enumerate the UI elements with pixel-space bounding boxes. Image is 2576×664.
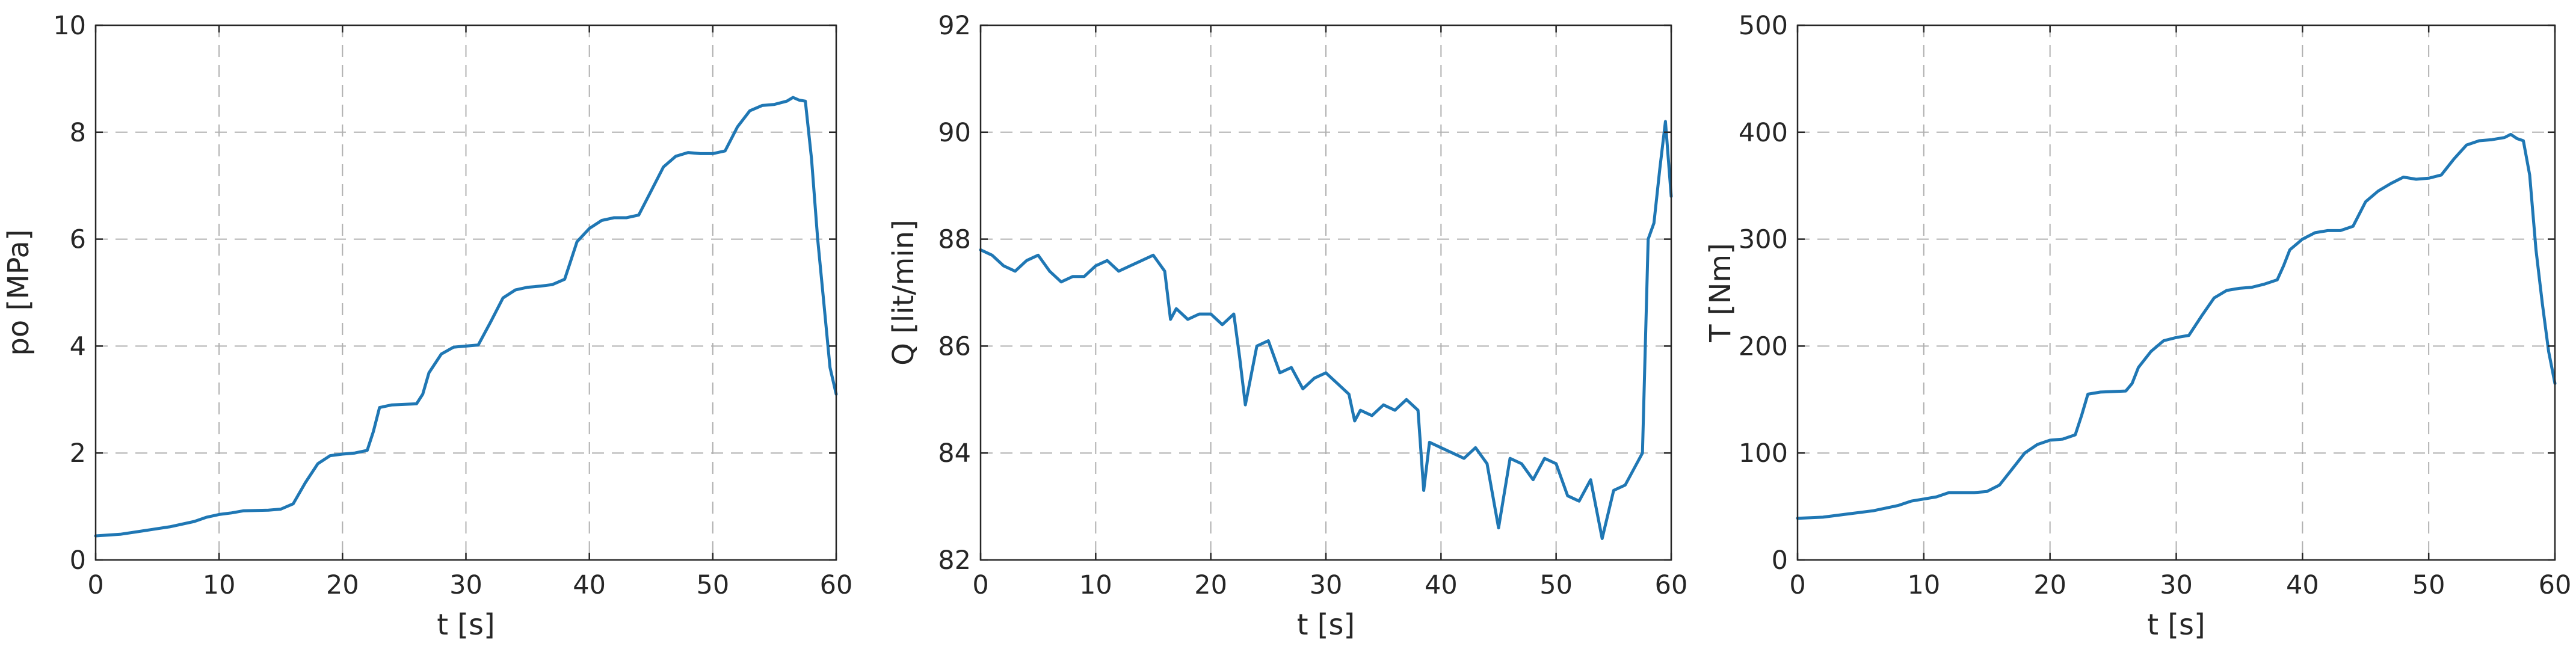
series-line-0: [94, 96, 838, 538]
x-tick-label: 0: [972, 570, 988, 600]
x-tick-label: 20: [2033, 570, 2066, 600]
x-axis-label: t [s]: [2147, 608, 2205, 642]
grid-lines: [96, 25, 836, 560]
y-tick-label: 86: [938, 331, 971, 361]
y-tick-label: 2: [70, 438, 86, 469]
y-tick-label: 400: [1739, 118, 1788, 148]
y-tick-label: 82: [938, 546, 971, 576]
chart-panel-pressure: 0 10 20 30 40 50 60 0 2 4 6 8 10 t [s] po [MPa]: [2, 11, 852, 642]
y-tick-label: 300: [1739, 225, 1788, 255]
x-tick-label: 60: [2539, 570, 2572, 600]
y-tick-label: 0: [1772, 546, 1788, 576]
y-tick-label: 88: [938, 225, 971, 255]
y-axis-label: Q [lit/min]: [887, 220, 920, 366]
grid-lines: [1798, 25, 2555, 560]
y-tick-label: 0: [70, 546, 86, 576]
y-tick-label: 200: [1739, 331, 1788, 361]
x-tick-label: 20: [1194, 570, 1227, 600]
y-tick-label: 4: [70, 331, 86, 361]
x-tick-label: 0: [87, 570, 103, 600]
x-tick-label: 50: [2412, 570, 2445, 600]
y-tick-label: 90: [938, 118, 971, 148]
x-tick-label: 30: [1310, 570, 1343, 600]
x-tick-label: 40: [1425, 570, 1458, 600]
series-line-0: [1796, 132, 2557, 520]
y-tick-label: 100: [1739, 438, 1788, 469]
y-tick-label: 6: [70, 225, 86, 255]
y-tick-label: 8: [70, 118, 86, 148]
grid-lines: [981, 25, 1671, 560]
series-line-0: [979, 120, 1673, 540]
x-tick-label: 60: [1655, 570, 1688, 600]
x-axis-label: t [s]: [1297, 608, 1355, 642]
y-axis-label: po [MPa]: [2, 229, 35, 355]
x-tick-label: 30: [2160, 570, 2193, 600]
x-tick-label: 50: [1539, 570, 1573, 600]
x-tick-label: 10: [203, 570, 236, 600]
x-axis-label: t [s]: [437, 608, 495, 642]
y-tick-label: 84: [938, 438, 971, 469]
x-tick-label: 10: [1907, 570, 1940, 600]
x-tick-label: 10: [1079, 570, 1112, 600]
x-tick-label: 50: [696, 570, 729, 600]
x-tick-label: 40: [573, 570, 606, 600]
x-tick-label: 40: [2286, 570, 2319, 600]
x-tick-label: 30: [449, 570, 482, 600]
x-tick-label: 20: [326, 570, 359, 600]
y-axis-label: T [Nm]: [1704, 243, 1737, 343]
x-tick-label: 0: [1789, 570, 1805, 600]
y-tick-label: 10: [53, 11, 86, 41]
x-tick-label: 60: [820, 570, 853, 600]
chart-panel-torque: 0 10 20 30 40 50 60 0 100 200 300 400 500 t [s] T [Nm]: [1704, 11, 2571, 642]
y-tick-label: 92: [938, 11, 971, 41]
chart-panel-flow: 0 10 20 30 40 50 60 82 84 86 88 90 92 t [s] Q [lit/min…: [887, 11, 1687, 642]
y-tick-label: 500: [1739, 11, 1788, 41]
